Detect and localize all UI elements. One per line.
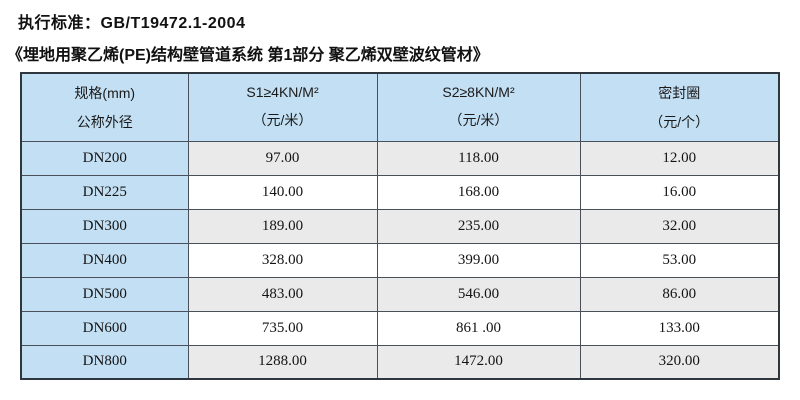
spec-cell: DN225 [20,174,189,210]
s2-price-cell: 168.00 [376,174,581,210]
spec-cell: DN300 [20,208,189,244]
seal-price-cell: 32.00 [579,208,780,244]
spec-cell: DN600 [20,310,189,346]
product-title: 《埋地用聚乙烯(PE)结构壁管道系统 第1部分 聚乙烯双壁波纹管材》 [7,47,489,64]
header-row: 规格(mm) 公称外径 S1≥4KN/M² （元/米） S2≥8KN/M² （元… [20,72,780,142]
spec-cell: DN500 [20,276,189,312]
col-header-s2-line1: S2≥8KN/M² [442,84,515,101]
table-row: DN600 735.00 861 .00 133.00 [20,310,780,346]
s2-price-cell: 1472.00 [376,344,581,380]
col-header-s2: S2≥8KN/M² （元/米） [376,72,581,142]
seal-price-cell: 12.00 [579,140,780,176]
s1-price-cell: 97.00 [187,140,378,176]
s1-price-cell: 1288.00 [187,344,378,380]
s1-price-cell: 735.00 [187,310,378,346]
table-row: DN300 189.00 235.00 32.00 [20,208,780,244]
seal-price-cell: 320.00 [579,344,780,380]
standard-title: 执行标准：GB/T19472.1-2004 [18,15,246,32]
seal-price-cell: 86.00 [579,276,780,312]
s2-price-cell: 546.00 [376,276,581,312]
s1-price-cell: 189.00 [187,208,378,244]
col-header-seal: 密封圈 （元/个） [579,72,780,142]
table-row: DN500 483.00 546.00 86.00 [20,276,780,312]
col-header-s1: S1≥4KN/M² （元/米） [187,72,378,142]
spec-cell: DN800 [20,344,189,380]
table-body: DN200 97.00 118.00 12.00 DN225 140.00 16… [20,140,780,380]
col-header-s1-line2: （元/米） [252,112,313,129]
table-header: 规格(mm) 公称外径 S1≥4KN/M² （元/米） S2≥8KN/M² （元… [20,72,780,142]
col-header-seal-line1: 密封圈 [658,84,701,101]
col-header-seal-line2: （元/个） [649,113,710,130]
spec-cell: DN200 [20,140,189,176]
s1-price-cell: 328.00 [187,242,378,278]
seal-price-cell: 53.00 [579,242,780,278]
s1-price-cell: 140.00 [187,174,378,210]
col-header-spec-line1: 规格(mm) [74,84,136,101]
s2-price-cell: 118.00 [376,140,581,176]
s2-price-cell: 235.00 [376,208,581,244]
table-row: DN400 328.00 399.00 53.00 [20,242,780,278]
spec-cell: DN400 [20,242,189,278]
table-row: DN225 140.00 168.00 16.00 [20,174,780,210]
col-header-spec-line2: 公称外径 [76,113,133,130]
col-header-spec: 规格(mm) 公称外径 [20,72,189,142]
s1-price-cell: 483.00 [187,276,378,312]
col-header-s1-line1: S1≥4KN/M² [246,84,319,101]
table-row: DN800 1288.00 1472.00 320.00 [20,344,780,380]
seal-price-cell: 133.00 [579,310,780,346]
price-table: 规格(mm) 公称外径 S1≥4KN/M² （元/米） S2≥8KN/M² （元… [20,72,780,380]
s2-price-cell: 399.00 [376,242,581,278]
seal-price-cell: 16.00 [579,174,780,210]
col-header-s2-line2: （元/米） [448,112,509,129]
table-row: DN200 97.00 118.00 12.00 [20,140,780,176]
s2-price-cell: 861 .00 [376,310,581,346]
